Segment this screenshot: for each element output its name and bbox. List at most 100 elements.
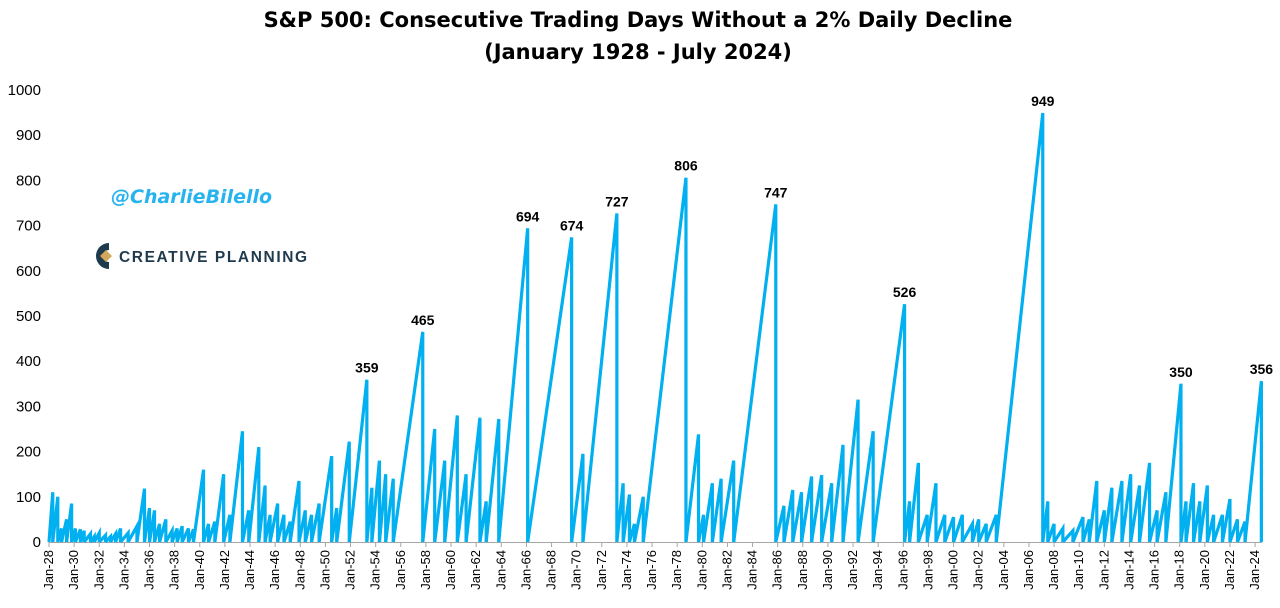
- x-tick-label: Jan-16: [1147, 550, 1162, 590]
- x-tick-label: Jan-08: [1046, 550, 1061, 590]
- x-tick-label: Jan-84: [745, 550, 760, 590]
- creative-planning-logo: CREATIVE PLANNING: [96, 243, 307, 269]
- branding: @CharlieBilello CREATIVE PLANNING: [96, 186, 307, 269]
- x-tick-label: Jan-48: [292, 550, 307, 590]
- chart-title: S&P 500: Consecutive Trading Days Withou…: [264, 8, 1013, 32]
- streak-run: [455, 473, 468, 543]
- peak-data-label: 949: [1031, 93, 1055, 109]
- streak-run: [310, 503, 321, 543]
- x-tick-label: Jan-50: [317, 550, 332, 590]
- peak-data-label: 350: [1169, 364, 1193, 380]
- data-series: [47, 112, 1263, 544]
- streak-run: [347, 379, 369, 543]
- streak-run: [228, 431, 245, 543]
- x-tick-label: Jan-82: [719, 550, 734, 590]
- streak-run: [421, 428, 437, 543]
- y-tick-label: 1000: [8, 82, 41, 99]
- streak-run: [276, 514, 286, 543]
- x-tick-label: Jan-12: [1096, 550, 1111, 590]
- x-tick-label: Jan-46: [267, 550, 282, 590]
- x-tick-label: Jan-24: [1247, 550, 1262, 590]
- streak-run: [191, 469, 206, 543]
- peak-labels: 359 465 694 674 727 806 747 526 949 350 356: [355, 93, 1273, 380]
- streak-run: [994, 112, 1045, 543]
- streak-run: [263, 514, 272, 543]
- streak-run: [464, 417, 482, 543]
- streak-run: [142, 507, 152, 543]
- x-tick-label: Jan-78: [669, 550, 684, 590]
- y-tick-label: 700: [16, 218, 41, 235]
- x-tick-label: Jan-66: [518, 550, 533, 590]
- x-tick-label: Jan-36: [142, 550, 157, 590]
- x-tick-label: Jan-74: [619, 550, 634, 590]
- streak-run: [92, 526, 101, 543]
- streak-run: [925, 483, 938, 543]
- y-tick-label: 500: [16, 308, 41, 325]
- streak-run: [297, 510, 307, 543]
- streak-run: [1198, 485, 1209, 543]
- streak-run: [484, 418, 501, 543]
- twitter-handle: @CharlieBilello: [111, 186, 272, 208]
- streak-run: [497, 228, 530, 543]
- x-tick-label: Jan-62: [468, 550, 483, 590]
- streak-run: [391, 331, 425, 543]
- x-tick-label: Jan-94: [870, 550, 885, 590]
- streak-run: [952, 514, 964, 543]
- peak-data-label: 747: [764, 184, 788, 200]
- x-tick-label: Jan-96: [895, 550, 910, 590]
- x-tick-label: Jan-22: [1222, 550, 1237, 590]
- streak-run: [960, 517, 975, 543]
- streak-run: [1148, 509, 1159, 543]
- streak-run: [1220, 498, 1232, 543]
- streak-run: [152, 523, 162, 543]
- streak-run: [701, 483, 714, 543]
- streak-run: [1179, 501, 1188, 543]
- streak-run: [970, 518, 981, 543]
- streak-run: [1110, 480, 1124, 543]
- x-tick-label: Jan-42: [217, 550, 232, 590]
- peak-data-label: 359: [355, 360, 379, 376]
- y-tick-label: 300: [16, 398, 41, 415]
- streak-run: [1102, 487, 1114, 543]
- streak-run: [943, 516, 956, 543]
- streak-run: [1046, 523, 1056, 543]
- streak-run: [114, 527, 123, 543]
- streak-run: [257, 485, 267, 543]
- x-axis: Jan-28 Jan-30 Jan-32 Jan-34 Jan-36 Jan-38 Jan-…: [41, 542, 1262, 590]
- x-tick-label: Jan-44: [242, 550, 257, 590]
- streak-run: [443, 415, 459, 543]
- x-tick-label: Jan-02: [971, 550, 986, 590]
- x-tick-label: Jan-58: [418, 550, 433, 590]
- y-tick-label: 900: [16, 127, 41, 144]
- streak-run: [335, 441, 351, 543]
- x-tick-label: Jan-68: [544, 550, 559, 590]
- x-tick-label: Jan-20: [1197, 550, 1212, 590]
- streak-run: [871, 304, 907, 543]
- x-tick-label: Jan-60: [443, 550, 458, 590]
- streak-run: [641, 177, 688, 543]
- peak-data-label: 356: [1250, 361, 1274, 377]
- x-tick-label: Jan-52: [343, 550, 358, 590]
- streak-run: [977, 523, 988, 543]
- x-tick-label: Jan-90: [820, 550, 835, 590]
- streak-run: [841, 399, 860, 543]
- streak-run: [65, 503, 74, 543]
- y-tick-label: 600: [16, 263, 41, 280]
- x-tick-label: Jan-18: [1172, 550, 1187, 590]
- streak-run: [1137, 462, 1152, 543]
- streak-run: [934, 514, 947, 543]
- y-tick-label: 0: [33, 534, 41, 551]
- streak-run: [1228, 518, 1240, 543]
- y-tick-label: 800: [16, 172, 41, 189]
- streak-run: [135, 488, 147, 543]
- streak-run: [830, 444, 845, 543]
- chart-title-group: S&P 500: Consecutive Trading Days Withou…: [264, 8, 1013, 64]
- y-axis: 0 100 200 300 400 500 600 700 800 900 1000: [8, 82, 41, 551]
- y-tick-label: 100: [16, 489, 41, 506]
- streak-run: [213, 473, 226, 543]
- streak-run: [684, 434, 701, 543]
- streak-run: [632, 496, 645, 543]
- x-tick-label: Jan-40: [192, 550, 207, 590]
- streak-run: [581, 213, 619, 543]
- streak-run: [621, 494, 632, 543]
